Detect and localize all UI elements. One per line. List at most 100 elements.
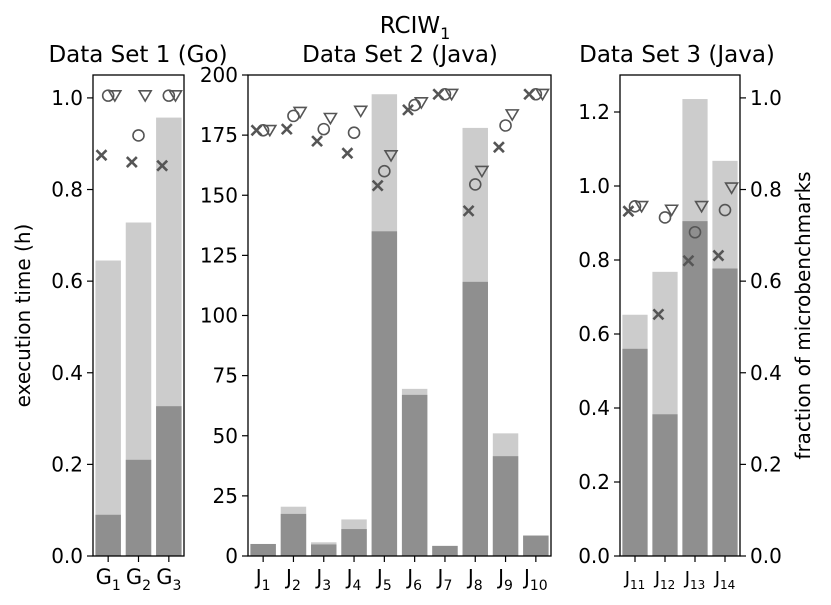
chart-panel-1: Data Set 1 (Go) 0.0 0.2 0.4 0.6 0.8 1.0 G1 G2 G3 e… xyxy=(11,42,228,594)
suptitle-subscript: 1 xyxy=(440,24,450,43)
marker-x-stroke xyxy=(622,205,635,218)
bar-reduced xyxy=(341,529,367,556)
marker-x-stroke xyxy=(682,254,695,267)
x-tick-label: G1 xyxy=(96,565,121,594)
y-tick-label: 1.0 xyxy=(51,86,83,110)
x-tick-label: J10 xyxy=(522,565,548,594)
bar-reduced xyxy=(682,221,708,556)
marker-triangle xyxy=(664,204,679,218)
y-tick-label: 200 xyxy=(200,63,238,87)
marker-x-stroke xyxy=(311,135,324,148)
marker-x-stroke xyxy=(95,149,108,162)
x-tick-label: J7 xyxy=(436,565,453,594)
marker-x xyxy=(341,147,354,160)
x-tick-label: J14 xyxy=(714,568,736,592)
y-tick-label: 0.2 xyxy=(51,452,83,476)
marker-triangle xyxy=(694,200,709,214)
marker-x xyxy=(311,135,324,148)
y2-tick-label: 0.6 xyxy=(750,269,782,293)
marker-circle xyxy=(688,225,702,239)
x-tick-label: J12 xyxy=(654,568,676,592)
bar-reduced xyxy=(401,394,428,556)
x-tick-label: J8 xyxy=(466,565,483,594)
y-tick-label: 50 xyxy=(213,424,238,448)
y-tick-label: 0 xyxy=(225,544,238,568)
y2-tick-label: 0.4 xyxy=(750,361,782,385)
marker-circle xyxy=(378,164,391,178)
y2-tick-label: 0.2 xyxy=(750,452,782,476)
marker-triangle xyxy=(292,106,308,120)
marker-triangle xyxy=(724,182,739,195)
bar-reduced xyxy=(432,545,458,556)
y-tick-label: 0.8 xyxy=(51,178,83,202)
bar-reduced xyxy=(492,456,519,556)
marker-triangle xyxy=(323,112,338,126)
bar-reduced xyxy=(125,459,152,556)
bar-reduced xyxy=(712,268,738,556)
marker-triangle xyxy=(262,124,278,138)
marker-triangle xyxy=(353,105,369,119)
marker-x-stroke xyxy=(712,249,725,262)
marker-x-stroke xyxy=(341,147,354,160)
y-tick-label: 150 xyxy=(200,183,238,207)
y-tick-label: 0.6 xyxy=(578,322,610,346)
x-tick-label: J6 xyxy=(405,565,422,594)
marker-triangle xyxy=(137,90,153,103)
marker-x xyxy=(712,249,725,262)
marker-x-stroke xyxy=(402,103,414,116)
bar-reduced xyxy=(250,543,276,556)
y-tick-label: 75 xyxy=(213,364,238,388)
marker-x-stroke xyxy=(125,156,138,168)
marker-x xyxy=(280,123,293,136)
marker-x xyxy=(682,254,695,267)
y-tick-label: 25 xyxy=(213,484,238,508)
marker-x-stroke xyxy=(280,123,293,136)
y2-tick-label: 1.0 xyxy=(750,86,782,110)
panel-title: Data Set 1 (Go) xyxy=(48,42,227,68)
y-tick-label: 0.6 xyxy=(51,269,83,293)
marker-x-stroke xyxy=(492,141,505,154)
x-tick-label: G3 xyxy=(156,565,181,594)
marker-circle xyxy=(718,203,732,217)
marker-circle xyxy=(658,211,672,224)
x-tick-label: J11 xyxy=(624,568,646,592)
marker-x xyxy=(402,103,414,116)
marker-triangle xyxy=(383,149,399,163)
y-tick-label: 0.8 xyxy=(578,248,610,272)
bar-total xyxy=(95,260,121,556)
y-tick-label: 0.4 xyxy=(578,396,610,420)
marker-x xyxy=(462,204,475,217)
bar-reduced xyxy=(622,348,648,556)
marker-x xyxy=(371,179,384,192)
y-tick-label: 0.4 xyxy=(51,361,83,385)
panel-title: Data Set 2 (Java) xyxy=(302,42,498,68)
suptitle-base: RCIW xyxy=(380,13,440,39)
x-tick-label: J3 xyxy=(314,565,331,594)
panel-title: Data Set 3 (Java) xyxy=(579,42,775,68)
bar-reduced xyxy=(371,231,398,556)
x-tick-label: J9 xyxy=(496,565,513,594)
x-tick-label: J2 xyxy=(284,565,301,594)
marker-x xyxy=(125,156,138,168)
y-axis-label: execution time (h) xyxy=(11,224,35,408)
y-tick-label: 100 xyxy=(200,304,238,328)
marker-circle xyxy=(132,129,145,142)
y-tick-label: 0.2 xyxy=(578,470,610,494)
bar-reduced xyxy=(652,414,678,556)
marker-circle xyxy=(408,98,421,112)
marker-triangle xyxy=(535,88,550,102)
axes-frame xyxy=(619,74,741,557)
marker-x xyxy=(156,159,169,172)
marker-x-stroke xyxy=(652,308,665,321)
marker-triangle xyxy=(634,200,649,214)
x-tick-label: J5 xyxy=(375,565,392,594)
y-tick-label: 1.2 xyxy=(578,100,610,124)
marker-triangle xyxy=(413,97,429,110)
marker-circle xyxy=(499,119,512,132)
y-tick-label: 0.0 xyxy=(578,544,610,568)
y2-axis-label: fraction of microbenchmarks xyxy=(791,171,815,459)
y2-tick-label: 0.0 xyxy=(750,544,782,568)
y-tick-label: 1.0 xyxy=(578,174,610,198)
marker-triangle xyxy=(474,165,490,179)
